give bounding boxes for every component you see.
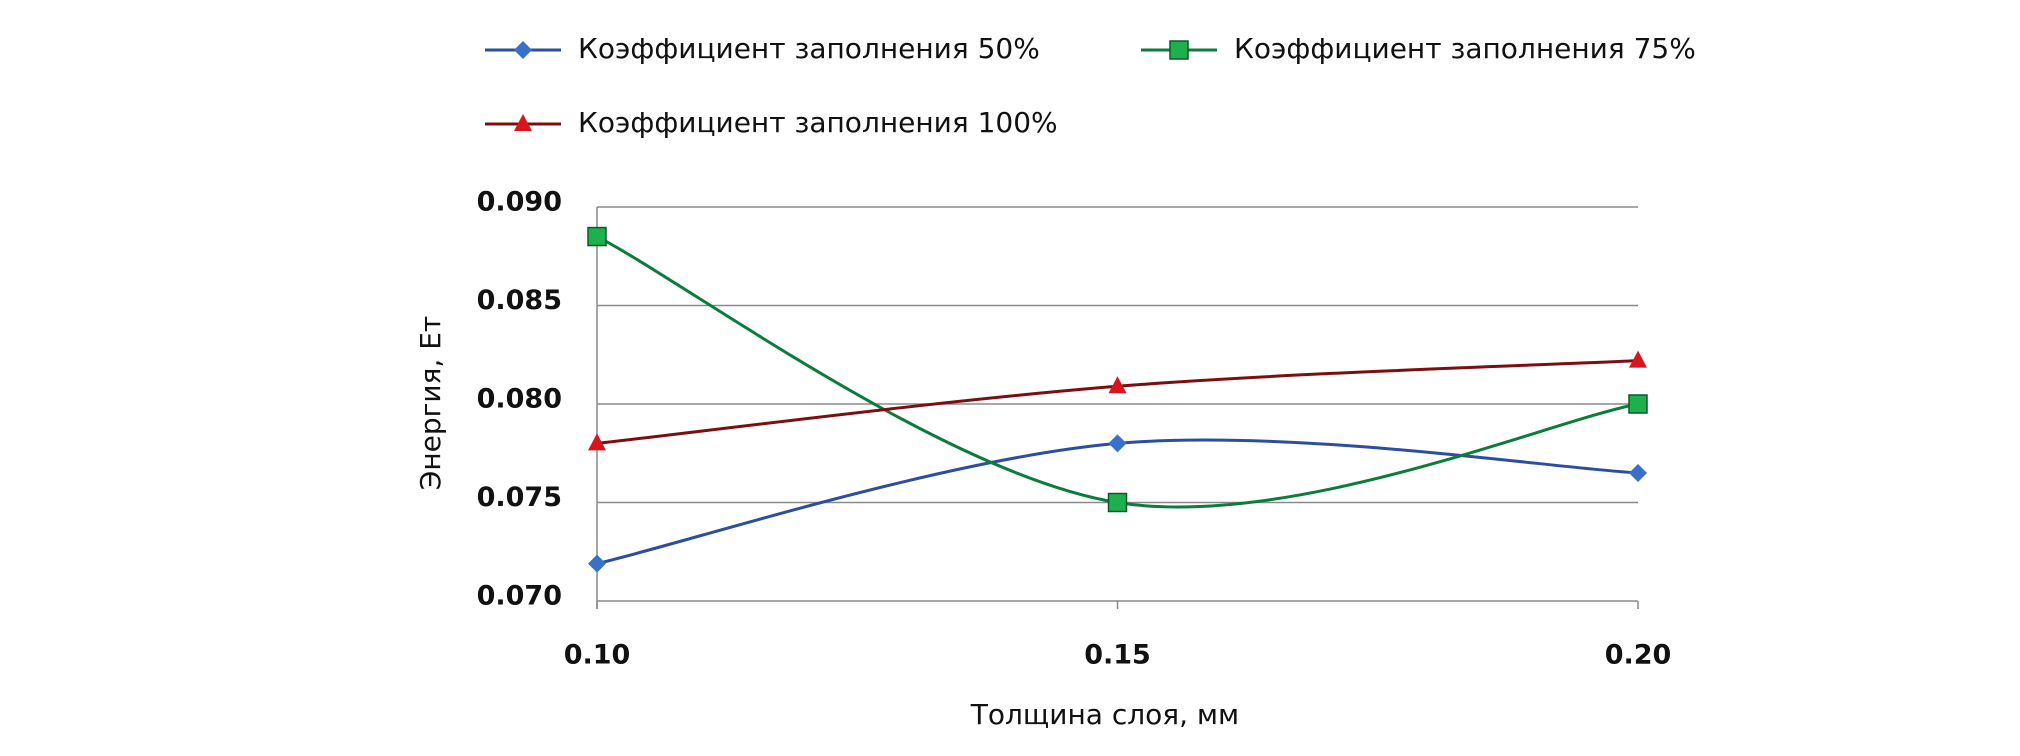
legend-label: Коэффициент заполнения 75% — [1234, 32, 1696, 65]
point — [587, 226, 607, 247]
x-axis-label: Толщина слоя, мм — [970, 698, 1239, 731]
point — [1629, 463, 1647, 482]
point — [588, 433, 606, 451]
legend-label: Коэффициент заполнения 50% — [578, 32, 1040, 65]
point — [1629, 350, 1647, 368]
series-line — [596, 359, 1639, 445]
x-tick-label: 0.20 — [1605, 640, 1672, 671]
point — [1108, 434, 1127, 453]
series-line — [596, 235, 1639, 509]
y-tick-label: 0.075 — [477, 482, 562, 513]
y-tick-label: 0.085 — [477, 285, 562, 316]
legend-marker — [1169, 40, 1189, 60]
legend-marker — [514, 114, 532, 131]
y-tick-label: 0.070 — [477, 581, 562, 612]
point — [1107, 492, 1128, 513]
x-tick-label: 0.15 — [1084, 640, 1151, 671]
y-axis-label: Энергия, Ет — [414, 316, 447, 490]
point — [1108, 376, 1127, 394]
y-tick-label: 0.080 — [477, 384, 562, 415]
x-tick-label: 0.10 — [564, 640, 631, 671]
point — [1628, 394, 1648, 414]
point — [588, 554, 606, 573]
y-tick-label: 0.090 — [477, 187, 562, 218]
legend-label: Коэффициент заполнения 100% — [578, 106, 1058, 139]
legend-marker — [514, 41, 532, 59]
